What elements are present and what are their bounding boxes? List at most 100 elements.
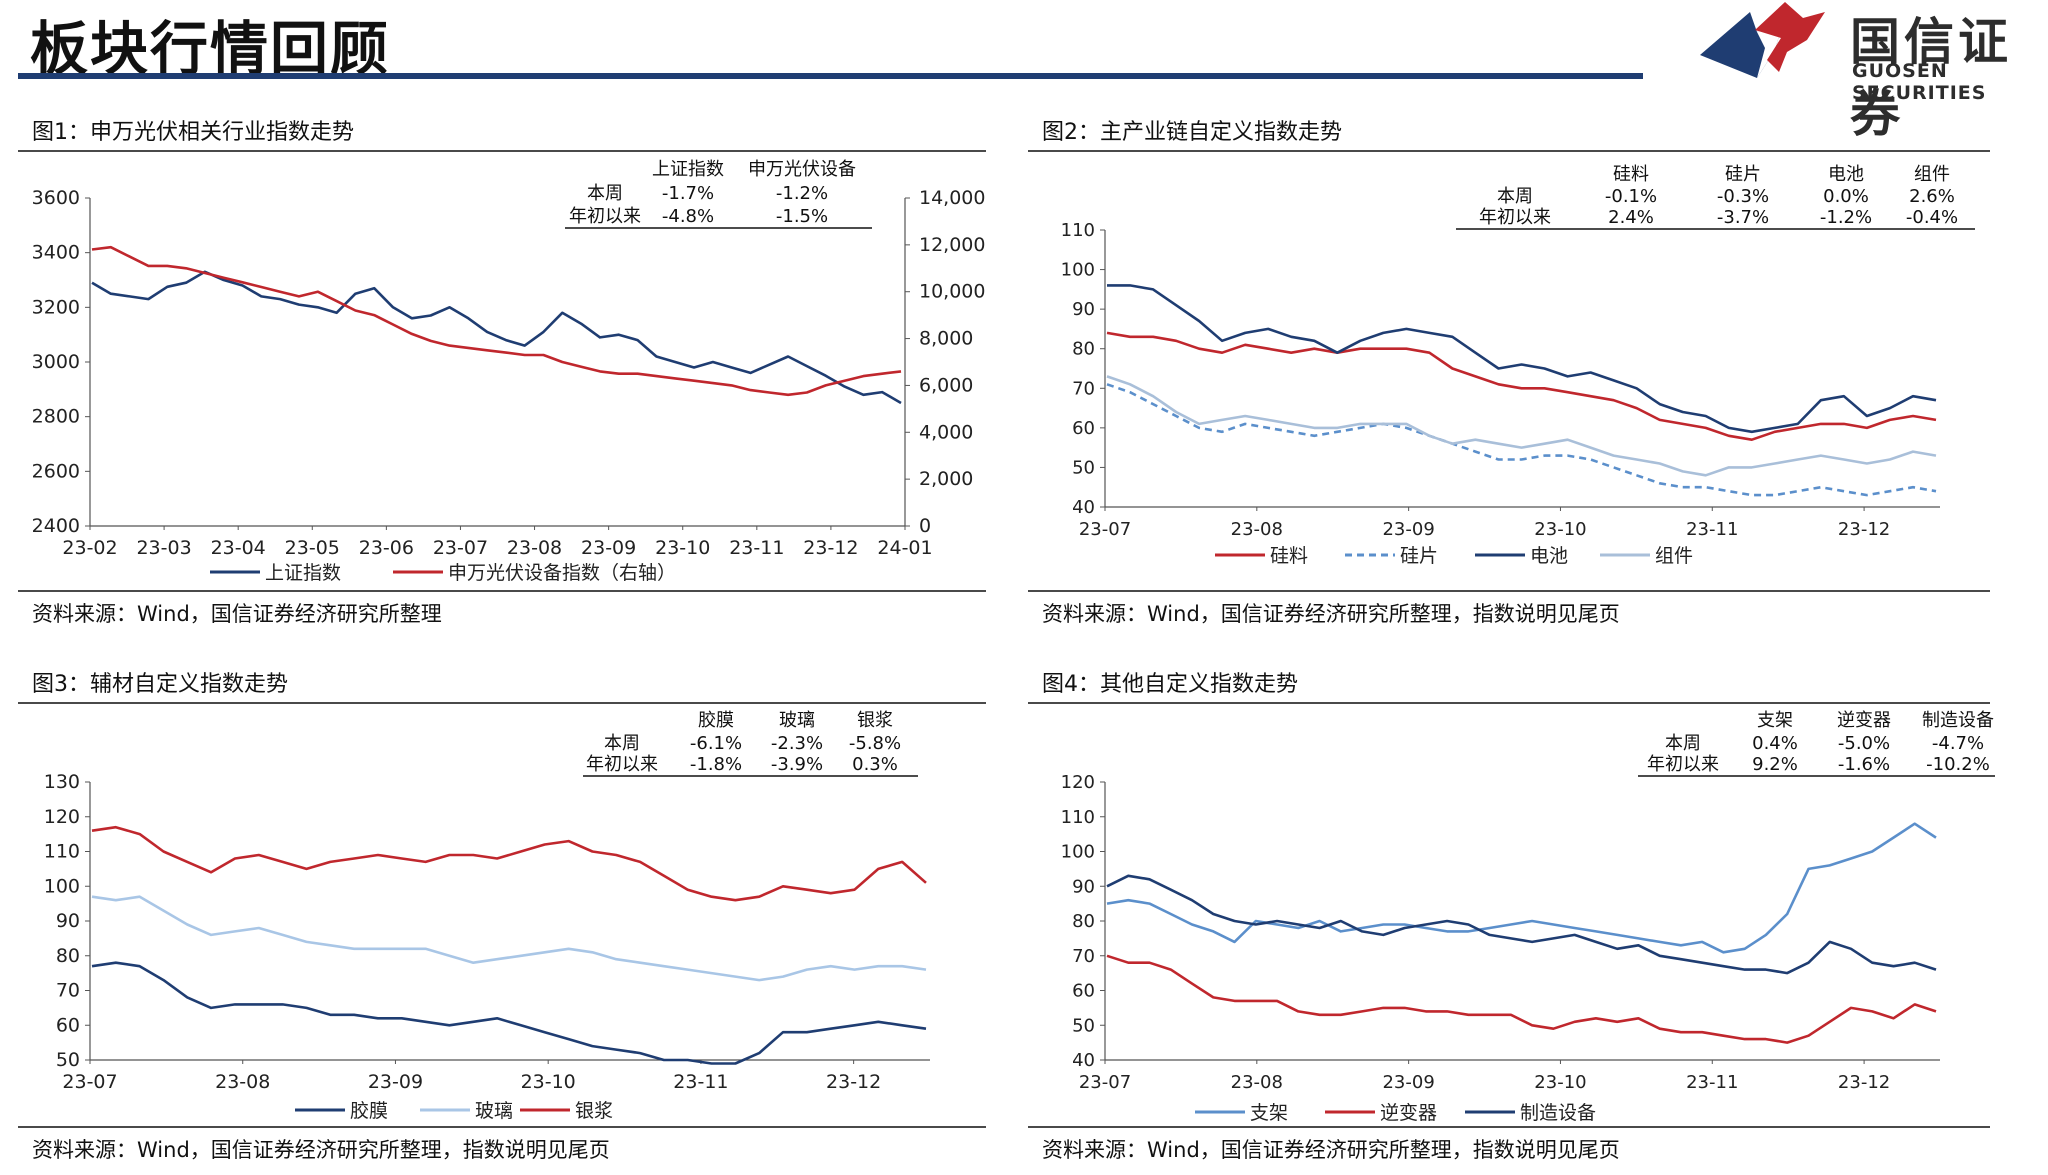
legend-label: 组件 — [1655, 545, 1693, 567]
x-tick-label: 23-12 — [803, 537, 858, 559]
y2-tick-label: 4,000 — [919, 421, 973, 443]
y2-tick-label: 2,000 — [919, 468, 973, 490]
stats-value: 2.6% — [1909, 186, 1955, 207]
chart2-title: 图2：主产业链自定义指数走势 — [1042, 120, 1342, 145]
y-tick-label: 100 — [1061, 260, 1095, 281]
y-tick-label: 3000 — [32, 351, 80, 373]
stats-header: 玻璃 — [779, 710, 815, 731]
series-line-硅料 — [1106, 331, 1937, 442]
legend-label: 银浆 — [575, 1100, 613, 1122]
x-tick-label: 23-09 — [1382, 1072, 1434, 1093]
legend-label: 胶膜 — [350, 1100, 388, 1122]
x-tick-label: 23-10 — [655, 537, 710, 559]
stats-row-label: 本周 — [587, 183, 623, 204]
stats-row-label: 本周 — [604, 733, 640, 754]
series-line-组件 — [1106, 375, 1937, 477]
x-tick-label: 23-11 — [1686, 519, 1738, 540]
chart1-shenwan-pv-index: 3600 3400 3200 3000 2800 2600 2400 14,000 12,000… — [32, 159, 986, 584]
stats-header: 上证指数 — [652, 159, 724, 180]
x-tick-label: 23-07 — [433, 537, 488, 559]
series-line-银浆 — [91, 825, 927, 902]
stats-row-label: 本周 — [1497, 186, 1533, 207]
y-tick-label: 40 — [1072, 497, 1095, 518]
stats-value: -1.5% — [776, 206, 828, 227]
logo-english-name: GUOSEN SECURITIES — [1852, 60, 1987, 104]
stats-value: -4.8% — [662, 206, 714, 227]
x-tick-label: 23-11 — [673, 1071, 728, 1093]
y-tick-label: 110 — [44, 841, 80, 863]
x-tick-label: 23-07 — [1079, 1072, 1131, 1093]
y-tick-label: 3200 — [32, 296, 80, 318]
chart3-top-rule — [18, 702, 986, 704]
x-tick-label: 23-11 — [1686, 1072, 1738, 1093]
stats-row-label: 年初以来 — [586, 754, 658, 775]
stats-value: -1.2% — [776, 183, 828, 204]
chart3-source: 资料来源：Wind，国信证券经济研究所整理，指数说明见尾页 — [32, 1138, 610, 1162]
x-tick-label: 23-09 — [581, 537, 636, 559]
y-tick-label: 110 — [1061, 807, 1095, 828]
stats-value: -3.9% — [771, 754, 823, 775]
y-tick-label: 90 — [1072, 876, 1095, 897]
stats-row-label: 本周 — [1665, 733, 1701, 754]
stats-value: 0.4% — [1752, 733, 1798, 754]
y-tick-label: 80 — [56, 945, 80, 967]
x-tick-label: 23-12 — [1838, 519, 1890, 540]
stats-value: -4.7% — [1932, 733, 1984, 754]
stats-header: 电池 — [1828, 164, 1864, 185]
x-tick-label: 23-05 — [285, 537, 340, 559]
x-tick-label: 23-10 — [1534, 519, 1586, 540]
y-tick-label: 40 — [1072, 1050, 1095, 1071]
legend-label: 硅料 — [1270, 545, 1308, 567]
y-tick-label: 130 — [44, 771, 80, 793]
y-tick-label: 70 — [1072, 378, 1095, 399]
x-tick-label: 23-03 — [136, 537, 191, 559]
chart3-bottom-rule — [18, 1126, 986, 1128]
stats-value: -10.2% — [1926, 754, 1990, 775]
x-tick-label: 23-08 — [1231, 1072, 1283, 1093]
stats-header: 银浆 — [857, 710, 893, 731]
x-tick-label: 23-07 — [62, 1071, 117, 1093]
x-tick-label: 23-06 — [359, 537, 414, 559]
legend-label: 硅片 — [1400, 545, 1438, 567]
y-tick-label: 90 — [56, 910, 80, 932]
y-tick-label: 100 — [1061, 842, 1095, 863]
x-tick-label: 23-10 — [1534, 1072, 1586, 1093]
legend-label: 上证指数 — [265, 562, 341, 584]
stats-header: 制造设备 — [1922, 710, 1994, 731]
page-title: 板块行情回顾 — [30, 15, 391, 83]
stats-header: 胶膜 — [698, 710, 734, 731]
y-tick-label: 60 — [56, 1014, 80, 1036]
stats-header: 申万光伏设备 — [748, 159, 856, 180]
y-tick-label: 60 — [1072, 981, 1095, 1002]
chart4-title: 图4：其他自定义指数走势 — [1042, 672, 1298, 697]
stats-header: 硅片 — [1725, 164, 1761, 185]
chart1-source: 资料来源：Wind，国信证券经济研究所整理 — [32, 602, 442, 626]
y-tick-label: 80 — [1072, 911, 1095, 932]
chart4-bottom-rule — [1028, 1126, 1990, 1128]
stats-value: -1.7% — [662, 183, 714, 204]
y2-tick-label: 6,000 — [919, 374, 973, 396]
chart4-source: 资料来源：Wind，国信证券经济研究所整理，指数说明见尾页 — [1042, 1138, 1620, 1162]
logo-chinese-name: 国信证券 — [1850, 13, 2012, 143]
stats-value: 0.0% — [1823, 186, 1869, 207]
series-line-支架 — [1106, 822, 1937, 954]
chart2-top-rule — [1028, 150, 1990, 152]
x-tick-label: 23-04 — [211, 537, 266, 559]
chart1-top-rule — [18, 150, 986, 152]
y-tick-label: 80 — [1072, 339, 1095, 360]
y2-tick-label: 12,000 — [919, 234, 985, 256]
y2-tick-label: 8,000 — [919, 328, 973, 350]
x-tick-label: 23-12 — [826, 1071, 881, 1093]
stats-value: -6.1% — [690, 733, 742, 754]
stats-header: 支架 — [1757, 710, 1793, 731]
y-tick-label: 70 — [56, 980, 80, 1002]
legend-label: 支架 — [1250, 1102, 1288, 1124]
stats-value: -0.3% — [1717, 186, 1769, 207]
series-line-电池 — [1107, 284, 1937, 434]
chart2-source: 资料来源：Wind，国信证券经济研究所整理，指数说明见尾页 — [1042, 602, 1620, 626]
legend-label: 申万光伏设备指数（右轴） — [448, 562, 676, 584]
chart4-top-rule — [1028, 702, 1990, 704]
legend-label: 玻璃 — [475, 1100, 513, 1122]
title-rule — [18, 73, 1643, 79]
